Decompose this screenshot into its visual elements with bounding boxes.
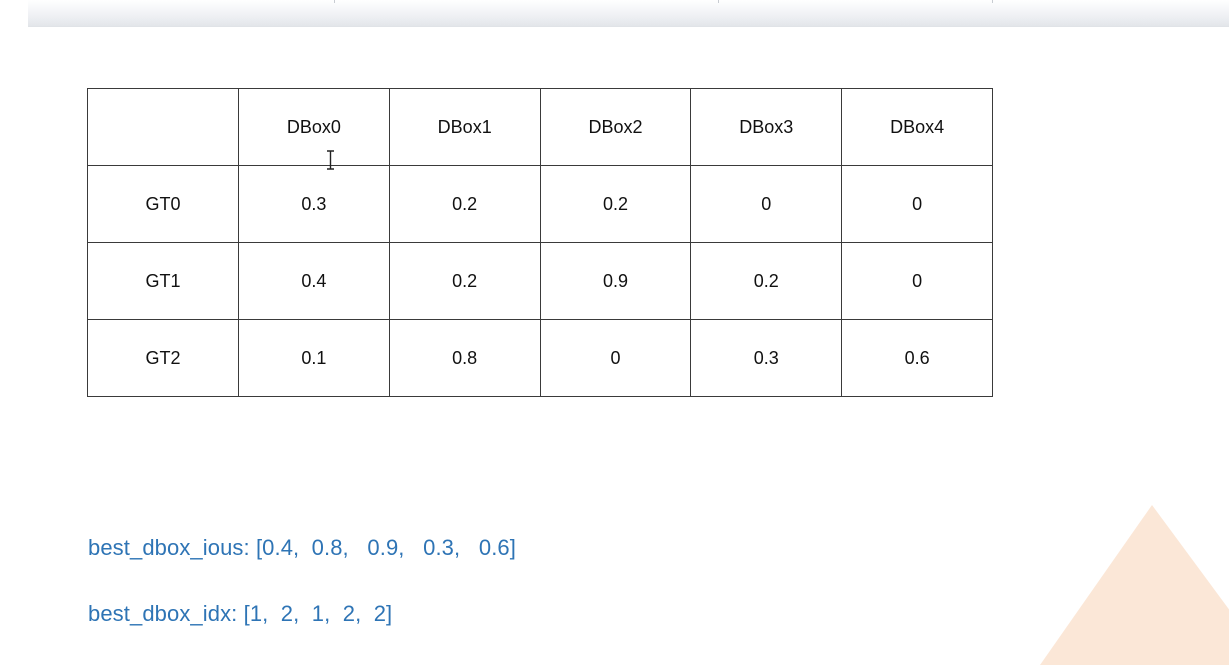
toolbar-divider [334, 0, 335, 3]
table-corner-cell [87, 88, 239, 166]
column-header-dbox3: DBox3 [690, 88, 843, 166]
best-dbox-ious-line: best_dbox_ious: [0.4, 0.8, 0.9, 0.3, 0.6… [88, 535, 516, 560]
row-header-gt2: GT2 [87, 319, 239, 397]
top-toolbar-strip [28, 0, 1229, 27]
table-row-gt2: GT2 0.1 0.8 0 0.3 0.6 [87, 319, 993, 397]
table-row-gt1: GT1 0.4 0.2 0.9 0.2 0 [87, 242, 993, 320]
table-cell: 0.6 [841, 319, 993, 397]
table-cell: 0 [539, 319, 692, 397]
table-cell: 0.3 [690, 319, 843, 397]
table-cell: 0.3 [238, 165, 390, 243]
column-header-dbox4: DBox4 [841, 88, 993, 166]
table-row-gt0: GT0 0.3 0.2 0.2 0 0 [87, 165, 993, 243]
iou-table: DBox0 DBox1 DBox2 DBox3 DBox4 GT0 0.3 0.… [87, 88, 993, 397]
row-header-gt1: GT1 [87, 242, 239, 320]
row-header-gt0: GT0 [87, 165, 239, 243]
table-cell: 0.1 [238, 319, 390, 397]
column-header-dbox0: DBox0 [238, 88, 390, 166]
table-header-row: DBox0 DBox1 DBox2 DBox3 DBox4 [87, 88, 993, 166]
column-header-dbox2: DBox2 [539, 88, 692, 166]
table-cell: 0.2 [388, 165, 541, 243]
table-cell: 0 [841, 165, 993, 243]
best-dbox-idx-line: best_dbox_idx: [1, 2, 1, 2, 2] [88, 601, 393, 626]
table-cell: 0.4 [238, 242, 390, 320]
table-cell: 0 [690, 165, 843, 243]
table-cell: 0.2 [539, 165, 692, 243]
table-cell: 0.9 [539, 242, 692, 320]
table-cell: 0.8 [388, 319, 541, 397]
table-cell: 0.2 [388, 242, 541, 320]
text-cursor-icon [327, 150, 334, 170]
column-header-dbox1: DBox1 [388, 88, 541, 166]
toolbar-divider [718, 0, 719, 3]
table-cell: 0.2 [690, 242, 843, 320]
toolbar-divider [992, 0, 993, 3]
decorative-triangle-shape [1040, 505, 1229, 665]
table-cell: 0 [841, 242, 993, 320]
